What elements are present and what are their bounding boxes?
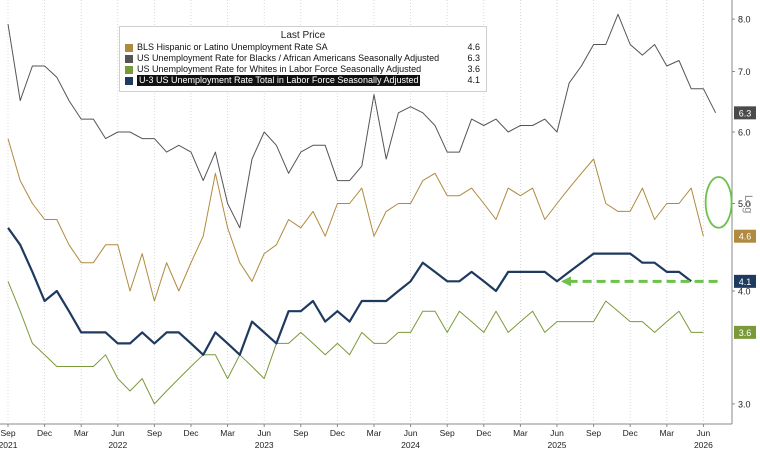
legend-item-hispanic: BLS Hispanic or Latino Unemployment Rate… <box>124 42 482 53</box>
x-tick-label: Mar <box>367 428 382 438</box>
legend: Last Price BLS Hispanic or Latino Unempl… <box>119 26 487 92</box>
x-tick-label: Dec <box>330 428 346 438</box>
x-tick-label: Jun <box>257 428 271 438</box>
x-tick-label: Dec <box>183 428 199 438</box>
x-year-label: 2025 <box>548 440 567 450</box>
x-tick-label: Sep <box>440 428 455 438</box>
y-tick-label: 6.0 <box>738 127 751 137</box>
x-tick-label: Sep <box>0 428 15 438</box>
legend-value-white: 3.6 <box>467 64 480 74</box>
legend-swatch-hispanic <box>125 44 133 52</box>
x-tick-label: Jun <box>404 428 418 438</box>
series-line-1 <box>7 13 717 229</box>
annotation-arrowhead <box>561 276 571 287</box>
last-value-label: 6.3 <box>739 108 752 118</box>
legend-label-u3: U-3 US Unemployment Rate Total in Labor … <box>137 75 421 86</box>
last-value-label: 4.1 <box>739 277 752 287</box>
legend-label-black: US Unemployment Rate for Blacks / Africa… <box>137 53 440 63</box>
legend-item-black: US Unemployment Rate for Blacks / Africa… <box>124 53 482 64</box>
x-tick-label: Dec <box>37 428 53 438</box>
series-line-2 <box>7 281 704 405</box>
y-tick-label: 5.0 <box>738 199 751 209</box>
last-value-tag <box>734 229 756 243</box>
x-tick-label: Dec <box>623 428 639 438</box>
last-value-tag <box>734 274 756 288</box>
x-tick-label: Jun <box>697 428 711 438</box>
legend-label-hispanic: BLS Hispanic or Latino Unemployment Rate… <box>137 42 328 52</box>
legend-swatch-u3 <box>125 77 133 85</box>
legend-item-white: US Unemployment Rate for Whites in Labor… <box>124 64 482 75</box>
x-tick-label: Mar <box>513 428 528 438</box>
y-tick-label: 8.0 <box>738 15 751 25</box>
y-tick-label: 7.0 <box>738 67 751 77</box>
log-scale-label: Log <box>742 195 754 213</box>
x-tick-label: Sep <box>586 428 601 438</box>
last-value-tag <box>734 325 756 339</box>
x-year-label: 2022 <box>108 440 127 450</box>
x-year-label: 2026 <box>694 440 713 450</box>
legend-value-hispanic: 4.6 <box>467 42 480 52</box>
y-tick-label: 4.0 <box>738 287 751 297</box>
last-value-tag <box>734 106 756 120</box>
x-tick-label: Mar <box>74 428 89 438</box>
last-value-label: 4.6 <box>739 232 752 242</box>
series-line-0 <box>7 138 704 302</box>
annotation-ellipse <box>704 176 733 229</box>
x-tick-label: Jun <box>111 428 125 438</box>
legend-value-u3: 4.1 <box>467 75 480 85</box>
x-year-label: 2024 <box>401 440 420 450</box>
series-line-3 <box>7 227 692 356</box>
legend-value-black: 6.3 <box>467 53 480 63</box>
x-tick-label: Sep <box>147 428 162 438</box>
legend-label-white: US Unemployment Rate for Whites in Labor… <box>137 64 422 74</box>
x-tick-label: Dec <box>476 428 492 438</box>
x-tick-label: Sep <box>293 428 308 438</box>
last-value-label: 3.6 <box>739 328 752 338</box>
legend-swatch-black <box>125 55 133 63</box>
x-tick-label: Mar <box>659 428 674 438</box>
legend-title: Last Price <box>280 30 326 41</box>
x-tick-label: Jun <box>550 428 564 438</box>
y-tick-label: 3.0 <box>738 399 751 409</box>
x-year-label: 2021 <box>0 440 18 450</box>
legend-item-u3: U-3 US Unemployment Rate Total in Labor … <box>124 75 482 86</box>
x-year-label: 2023 <box>255 440 274 450</box>
x-tick-label: Mar <box>220 428 235 438</box>
legend-swatch-white <box>125 66 133 74</box>
